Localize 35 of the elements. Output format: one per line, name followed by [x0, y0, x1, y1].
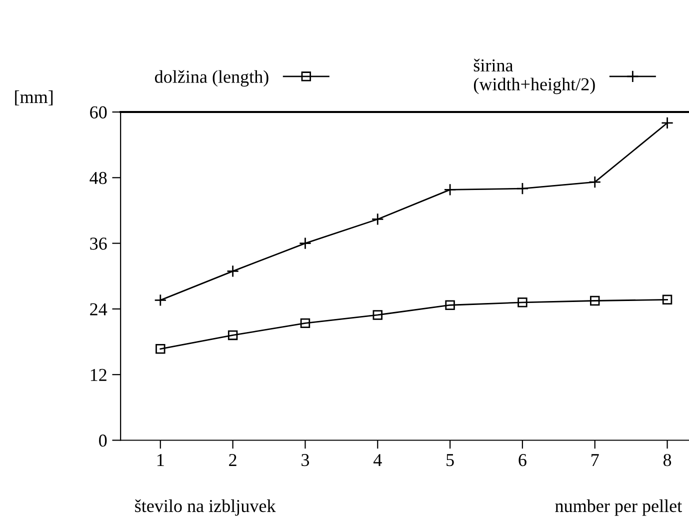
point — [661, 116, 674, 130]
x-tick-label: 8 — [663, 454, 672, 466]
point — [156, 344, 166, 354]
y-tick-label: 36 — [90, 238, 107, 250]
point — [590, 296, 600, 306]
point — [588, 176, 602, 188]
point — [300, 318, 310, 328]
x-axis-title: število na izbljuvek — [135, 499, 276, 516]
legend-label: dolžina (length) — [154, 70, 268, 87]
point — [662, 294, 672, 305]
point — [518, 298, 528, 308]
y-tick-label: 24 — [90, 303, 108, 316]
point — [516, 182, 529, 195]
point — [226, 264, 240, 278]
point — [298, 237, 312, 250]
y-tick-label: 0 — [99, 434, 107, 447]
y-tick-label: 60 — [90, 106, 107, 118]
x-tick-label: 1 — [157, 454, 164, 466]
y-tick-label: 48 — [90, 172, 107, 184]
x-tick-label: 2 — [229, 454, 236, 466]
point — [371, 212, 384, 226]
x-tick-label: 6 — [518, 454, 526, 466]
point — [154, 294, 167, 306]
y-tick-label: 12 — [90, 368, 106, 381]
point — [444, 183, 456, 196]
point — [228, 330, 238, 340]
x-tick-label: 4 — [373, 454, 382, 466]
point — [445, 300, 455, 310]
text: number per pellet — [555, 499, 682, 516]
y-axis-title: [mm] — [15, 90, 53, 106]
point — [372, 310, 382, 320]
x-tick-label: 5 — [446, 454, 454, 466]
x-tick-label: 7 — [592, 454, 599, 466]
legend-label: širina (width+height/2) — [474, 58, 595, 94]
x-tick-label: 3 — [302, 454, 310, 466]
